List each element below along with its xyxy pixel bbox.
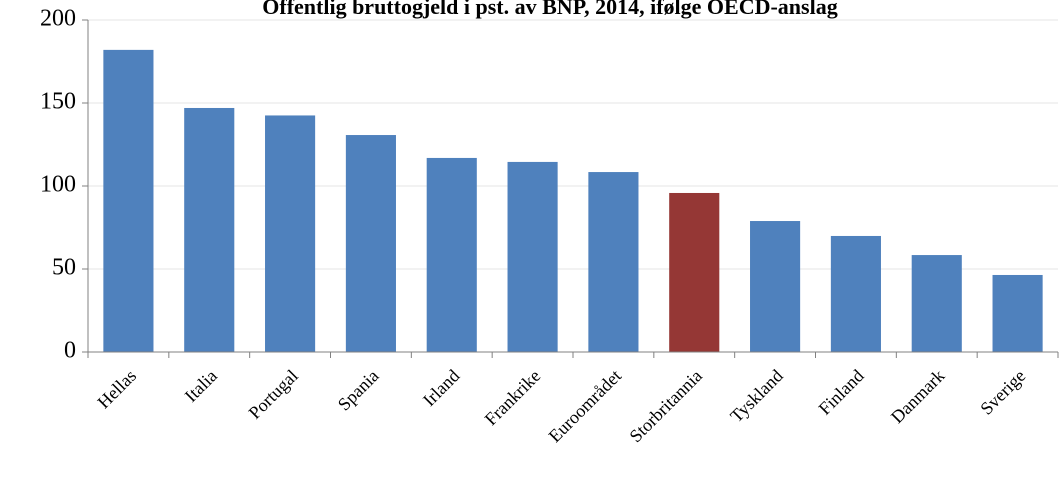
bar [750, 221, 801, 352]
chart-title: Offentlig bruttogjeld i pst. av BNP, 201… [262, 0, 837, 19]
y-tick-label: 200 [40, 6, 76, 32]
x-tick-label: Euroområdet [545, 366, 626, 447]
bar [588, 172, 639, 352]
y-tick-label: 150 [40, 89, 76, 115]
bar [426, 157, 477, 352]
bar [911, 255, 962, 352]
x-tick-label: Hellas [94, 366, 141, 413]
bar [265, 115, 316, 352]
x-tick-label: Spania [334, 366, 383, 415]
y-tick-label: 50 [52, 255, 76, 281]
x-tick-label: Danmark [887, 366, 949, 428]
x-tick-label: Frankrike [481, 366, 545, 430]
bar [992, 274, 1043, 352]
x-tick-label: Italia [181, 366, 221, 406]
bar [669, 192, 720, 352]
bar [103, 49, 154, 352]
x-tick-label: Tyskland [726, 366, 787, 427]
x-tick-label: Irland [419, 366, 464, 411]
bar [184, 107, 235, 352]
y-tick-label: 100 [40, 172, 76, 198]
x-tick-label: Finland [815, 366, 868, 419]
y-tick-label: 0 [64, 338, 76, 364]
bar [507, 161, 558, 352]
x-tick-label: Portugal [245, 366, 302, 423]
bar [830, 235, 881, 352]
bar [345, 135, 396, 352]
x-tick-label: Storbritannia [625, 366, 706, 447]
x-tick-label: Sverige [976, 366, 1029, 419]
